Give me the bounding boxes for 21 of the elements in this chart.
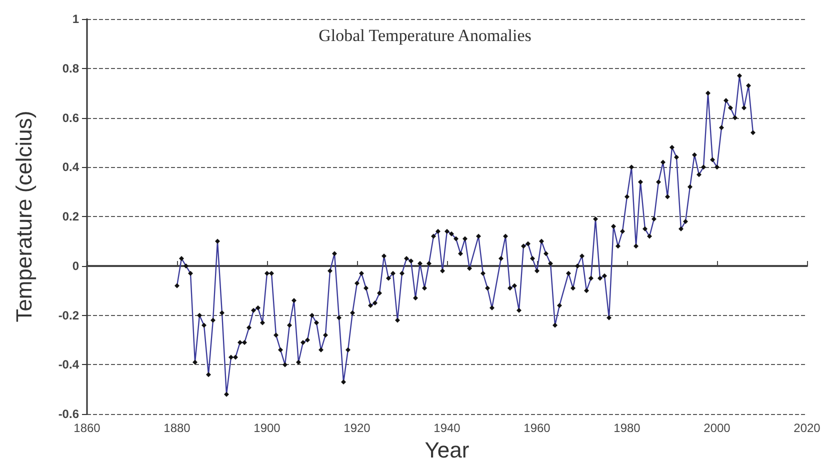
x-tick-label: 1960 [524, 421, 551, 436]
y-tick-label: -0.4 [58, 358, 80, 372]
x-tick-label: 1880 [164, 421, 191, 436]
x-tick-label: 1940 [434, 421, 461, 436]
y-tick-label: 0.8 [62, 61, 80, 76]
y-tick-label: -0.6 [58, 407, 80, 422]
y-tick-label: 0.4 [62, 160, 80, 174]
x-tick-label: 1860 [74, 421, 101, 436]
x-tick-label: 2000 [704, 421, 731, 436]
y-tick-label: -0.2 [58, 308, 80, 322]
y-tick-label: 0.2 [62, 210, 80, 224]
x-tick-label: 1900 [254, 421, 281, 436]
y-tick-label: 0.6 [62, 110, 80, 125]
y-axis-title: Temperature (celcius) [12, 110, 36, 322]
y-tick-label: 0 [72, 258, 80, 273]
x-axis-title: Year [424, 438, 470, 462]
chart-title: Global Temperature Anomalies [318, 26, 532, 45]
x-tick-label: 2020 [794, 421, 821, 436]
y-tick-label: 1 [72, 12, 80, 26]
x-tick-label: 1980 [614, 421, 641, 436]
x-tick-label: 1920 [344, 421, 371, 436]
